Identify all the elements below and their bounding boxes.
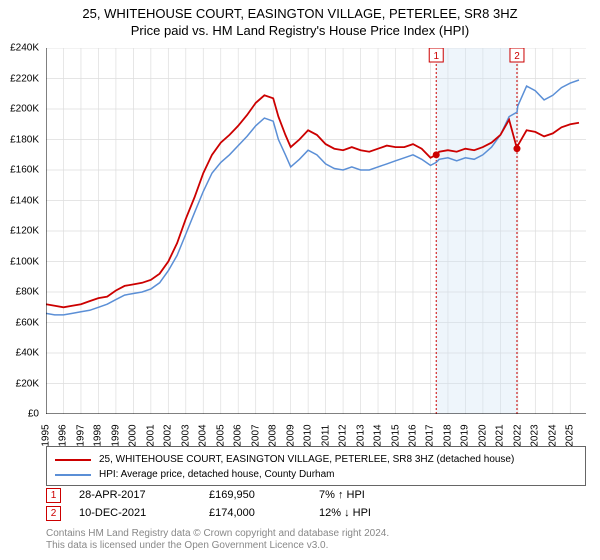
x-axis-label: 2025: [565, 424, 576, 446]
sales-table: 1 28-APR-2017 £169,950 7% ↑ HPI 2 10-DEC…: [46, 486, 586, 522]
x-axis-label: 2022: [512, 424, 523, 446]
x-axis-label: 1999: [110, 424, 121, 446]
footer-line2: This data is licensed under the Open Gov…: [46, 540, 389, 552]
sale-row-1: 1 28-APR-2017 £169,950 7% ↑ HPI: [46, 486, 586, 504]
legend-swatch-hpi: [55, 474, 91, 476]
x-axis-label: 2009: [285, 424, 296, 446]
sale-date-2: 10-DEC-2021: [79, 507, 209, 519]
sale-row-2: 2 10-DEC-2021 £174,000 12% ↓ HPI: [46, 504, 586, 522]
x-axis-label: 2011: [320, 425, 331, 447]
y-axis-label: £100K: [10, 256, 39, 267]
sale-period-band: [436, 48, 517, 414]
legend-swatch-property: [55, 459, 91, 461]
title-subtitle: Price paid vs. HM Land Registry's House …: [0, 23, 600, 38]
x-axis-label: 2017: [425, 424, 436, 446]
sale-badge-1: 1: [46, 488, 61, 503]
legend-item-property: 25, WHITEHOUSE COURT, EASINGTON VILLAGE,…: [55, 452, 577, 467]
x-axis-label: 1997: [75, 424, 86, 446]
x-axis-label: 2014: [373, 424, 384, 446]
x-axis-label: 2021: [495, 424, 506, 446]
sale-price-2: £174,000: [209, 507, 319, 519]
y-axis-label: £0: [28, 409, 39, 420]
x-axis-label: 2019: [460, 424, 471, 446]
x-axis-label: 1995: [41, 424, 52, 446]
x-axis-label: 2023: [530, 424, 541, 446]
x-axis-label: 2015: [390, 424, 401, 446]
x-axis-label: 2016: [407, 424, 418, 446]
legend-label-property: 25, WHITEHOUSE COURT, EASINGTON VILLAGE,…: [99, 454, 514, 465]
price-chart: 12: [46, 48, 586, 414]
legend-label-hpi: HPI: Average price, detached house, Coun…: [99, 469, 335, 480]
x-axis-label: 1996: [58, 424, 69, 446]
y-axis-label: £240K: [10, 43, 39, 54]
x-axis-label: 2018: [442, 424, 453, 446]
x-axis-label: 2000: [128, 424, 139, 446]
y-axis-label: £180K: [10, 134, 39, 145]
y-axis-label: £20K: [16, 378, 39, 389]
sale-badge-2: 2: [46, 506, 61, 521]
sale-diff-1: 7% ↑ HPI: [319, 489, 419, 501]
title-address: 25, WHITEHOUSE COURT, EASINGTON VILLAGE,…: [0, 6, 600, 21]
x-axis-label: 2005: [215, 424, 226, 446]
sale-marker-badge: 1: [429, 48, 443, 62]
sale-marker-dot: [513, 145, 520, 152]
legend: 25, WHITEHOUSE COURT, EASINGTON VILLAGE,…: [46, 446, 586, 486]
footer: Contains HM Land Registry data © Crown c…: [46, 528, 389, 552]
y-axis-label: £140K: [10, 195, 39, 206]
chart-container: 25, WHITEHOUSE COURT, EASINGTON VILLAGE,…: [0, 0, 600, 560]
chart-area: 12 £0£20K£40K£60K£80K£100K£120K£140K£160…: [46, 48, 586, 414]
x-axis-label: 2003: [180, 424, 191, 446]
footer-line1: Contains HM Land Registry data © Crown c…: [46, 528, 389, 540]
x-axis-label: 2002: [163, 424, 174, 446]
sale-marker-badge: 2: [510, 48, 524, 62]
y-axis-label: £60K: [16, 317, 39, 328]
sale-marker-dot: [433, 151, 440, 158]
sale-date-1: 28-APR-2017: [79, 489, 209, 501]
y-axis-label: £160K: [10, 165, 39, 176]
y-axis-label: £80K: [16, 287, 39, 298]
x-axis-label: 2020: [477, 424, 488, 446]
x-axis-label: 2001: [145, 424, 156, 446]
y-axis-label: £220K: [10, 73, 39, 84]
x-axis-label: 2004: [198, 424, 209, 446]
x-axis-label: 2006: [233, 424, 244, 446]
x-axis-label: 1998: [93, 424, 104, 446]
svg-text:1: 1: [433, 51, 439, 62]
y-axis-label: £120K: [10, 226, 39, 237]
sale-price-1: £169,950: [209, 489, 319, 501]
x-axis-label: 2024: [547, 424, 558, 446]
y-axis-label: £40K: [16, 348, 39, 359]
x-axis-label: 2012: [338, 424, 349, 446]
title-block: 25, WHITEHOUSE COURT, EASINGTON VILLAGE,…: [0, 0, 600, 38]
y-axis-label: £200K: [10, 104, 39, 115]
svg-text:2: 2: [514, 51, 520, 62]
x-axis-label: 2013: [355, 424, 366, 446]
legend-item-hpi: HPI: Average price, detached house, Coun…: [55, 467, 577, 482]
sale-diff-2: 12% ↓ HPI: [319, 507, 419, 519]
x-axis-label: 2010: [303, 424, 314, 446]
x-axis-label: 2007: [250, 424, 261, 446]
x-axis-label: 2008: [268, 424, 279, 446]
